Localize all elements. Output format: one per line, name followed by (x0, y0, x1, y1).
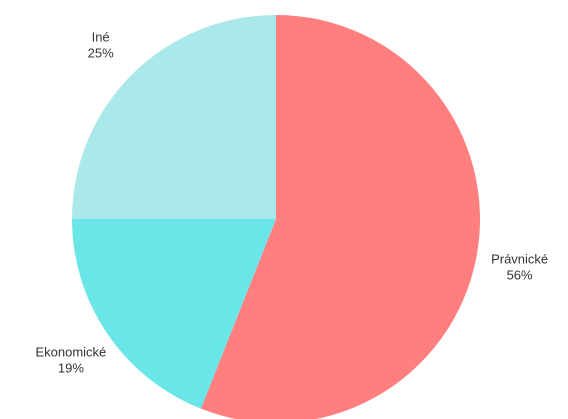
pie-slice-ekonomicke (72, 219, 276, 409)
slice-value-ine: 25% (88, 46, 114, 61)
pie-slices (72, 15, 480, 419)
pie-slice-ine (72, 15, 276, 219)
slice-label-pravnicke: Právnické (491, 251, 548, 266)
slice-label-ine: Iné (92, 30, 110, 45)
slice-value-ekonomicke: 19% (58, 360, 84, 375)
slice-value-pravnicke: 56% (507, 267, 533, 282)
slice-label-ekonomicke: Ekonomické (35, 344, 106, 359)
pie-slice-pravnicke (200, 15, 480, 419)
